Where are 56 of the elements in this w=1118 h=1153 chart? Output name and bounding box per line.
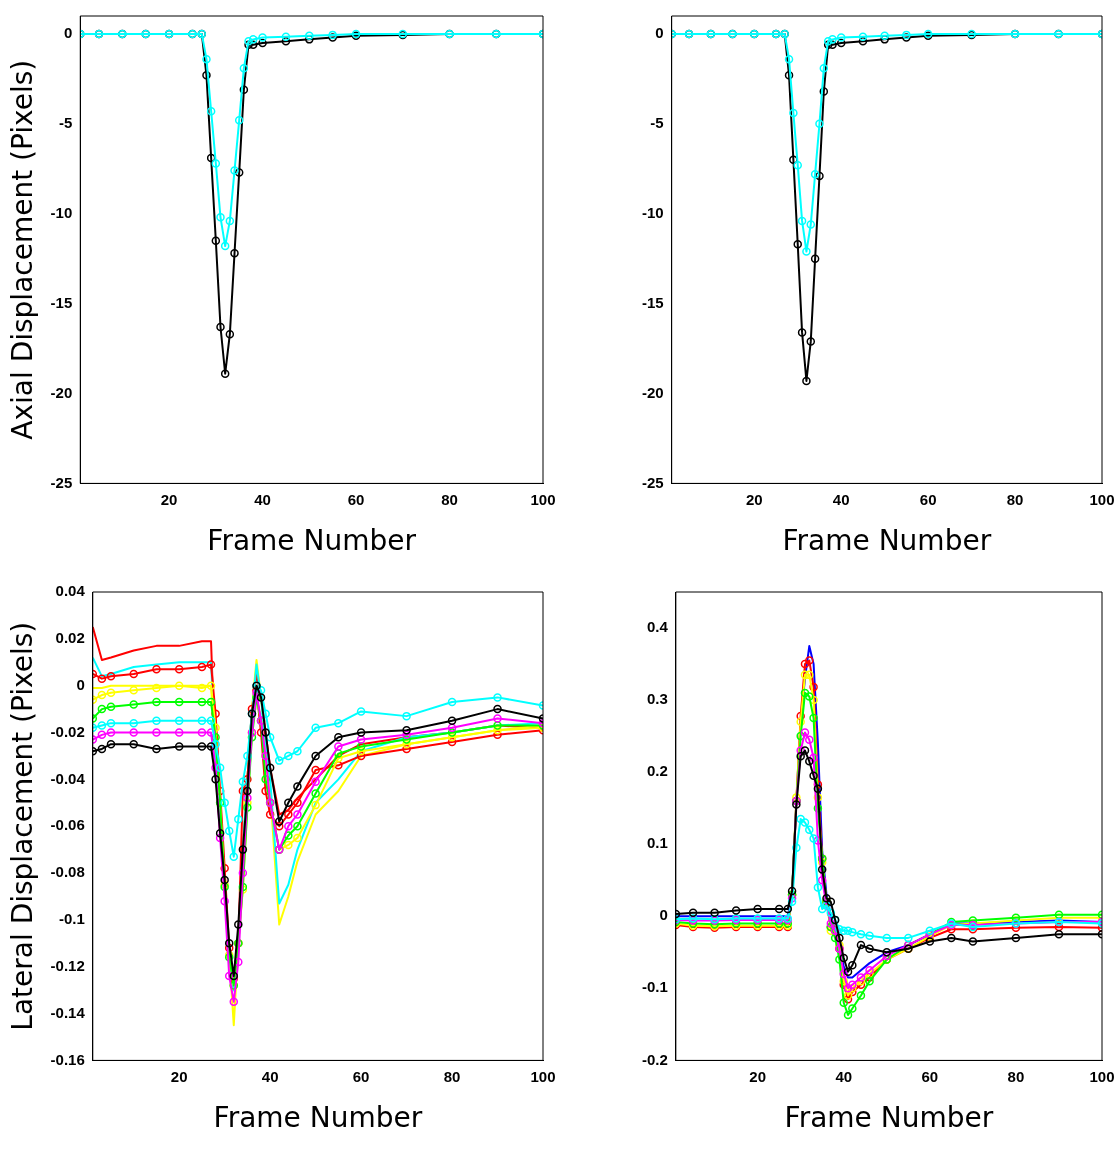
y-tick-label: -10 [641,203,664,221]
y-axis-title: Lateral Displacement (Pixels) [6,621,40,1031]
y-tick-label: 0.2 [646,762,668,780]
x-tick-label: 100 [1089,490,1115,508]
y-tick-label: -0.2 [641,1050,668,1068]
y-tick-label: -15 [641,293,664,311]
x-tick-label: 80 [443,1067,461,1085]
x-tick-label: 40 [835,1067,853,1085]
y-tick-label: -0.06 [50,816,85,834]
x-tick-label: 20 [160,490,178,508]
y-tick-label: -0.1 [641,978,668,996]
y-tick-label: -5 [58,114,73,131]
x-axis-title: Frame Number [207,524,417,558]
x-tick-label: 80 [1007,1067,1025,1085]
y-tick-label: 0 [659,906,668,924]
x-tick-label: 60 [921,1067,939,1085]
x-tick-label: 100 [1089,1067,1115,1085]
x-tick-label: 20 [745,490,763,508]
y-tick-label: 0.1 [646,834,668,852]
x-tick-label: 100 [530,490,556,508]
x-tick-label: 60 [352,1067,370,1085]
x-axis-title: Frame Number [782,524,992,558]
y-tick-label: -0.14 [50,1003,86,1021]
y-tick-label: -15 [50,293,73,311]
y-tick-label: -25 [50,473,73,491]
y-tick-label: 0 [76,675,85,693]
x-tick-label: 60 [347,490,365,508]
y-tick-label: 0.04 [55,582,86,600]
x-tick-label: 40 [254,490,271,508]
y-tick-label: -0.1 [58,910,85,928]
y-tick-label: -0.12 [50,956,85,974]
y-tick-label: -10 [50,203,73,221]
x-axis-title: Frame Number [213,1101,423,1135]
y-tick-label: -0.04 [50,769,86,787]
y-tick-label: -5 [650,114,664,131]
y-tick-label: -20 [641,383,664,401]
x-tick-label: 40 [261,1067,279,1085]
y-tick-label: 0.4 [646,618,669,636]
y-tick-label: 0.02 [55,628,85,646]
y-tick-label: -20 [50,383,73,401]
y-tick-label: 0.3 [646,690,668,708]
x-tick-label: 100 [530,1067,556,1085]
x-tick-label: 20 [170,1067,188,1085]
x-tick-label: 40 [832,490,850,508]
y-tick-label: -0.16 [50,1050,85,1068]
x-axis-title: Frame Number [784,1101,994,1135]
y-tick-label: 0 [63,24,73,42]
x-tick-label: 80 [441,490,458,508]
y-tick-label: -0.02 [50,722,85,740]
y-axis-title: Axial Displacement (Pixels) [6,59,40,440]
y-tick-label: -25 [641,473,664,491]
x-tick-label: 20 [749,1067,766,1085]
y-tick-label: -0.08 [50,863,85,881]
x-tick-label: 60 [919,490,937,508]
y-tick-label: 0 [655,24,664,42]
x-tick-label: 80 [1006,490,1024,508]
